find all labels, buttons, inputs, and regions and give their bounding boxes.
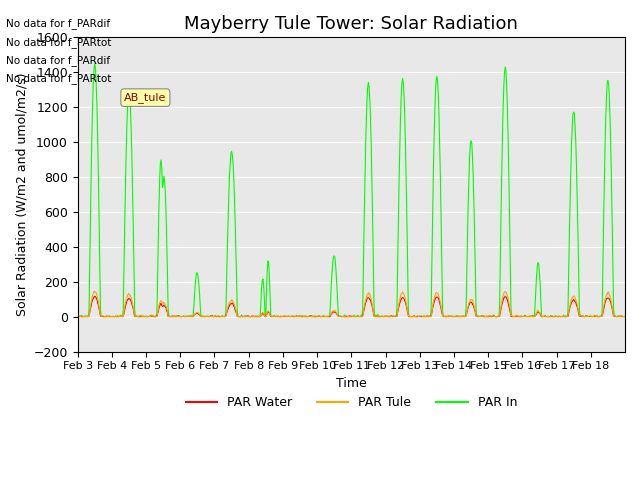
Text: No data for f_PARdif: No data for f_PARdif xyxy=(6,18,111,29)
Text: No data for f_PARdif: No data for f_PARdif xyxy=(6,55,111,66)
X-axis label: Time: Time xyxy=(336,377,367,390)
Text: No data for f_PARtot: No data for f_PARtot xyxy=(6,36,112,48)
Y-axis label: Solar Radiation (W/m2 and umol/m2/s): Solar Radiation (W/m2 and umol/m2/s) xyxy=(15,72,28,316)
Text: No data for f_PARtot: No data for f_PARtot xyxy=(6,73,112,84)
Text: AB_tule: AB_tule xyxy=(124,92,166,103)
Legend: PAR Water, PAR Tule, PAR In: PAR Water, PAR Tule, PAR In xyxy=(180,391,522,414)
Title: Mayberry Tule Tower: Solar Radiation: Mayberry Tule Tower: Solar Radiation xyxy=(184,15,518,33)
